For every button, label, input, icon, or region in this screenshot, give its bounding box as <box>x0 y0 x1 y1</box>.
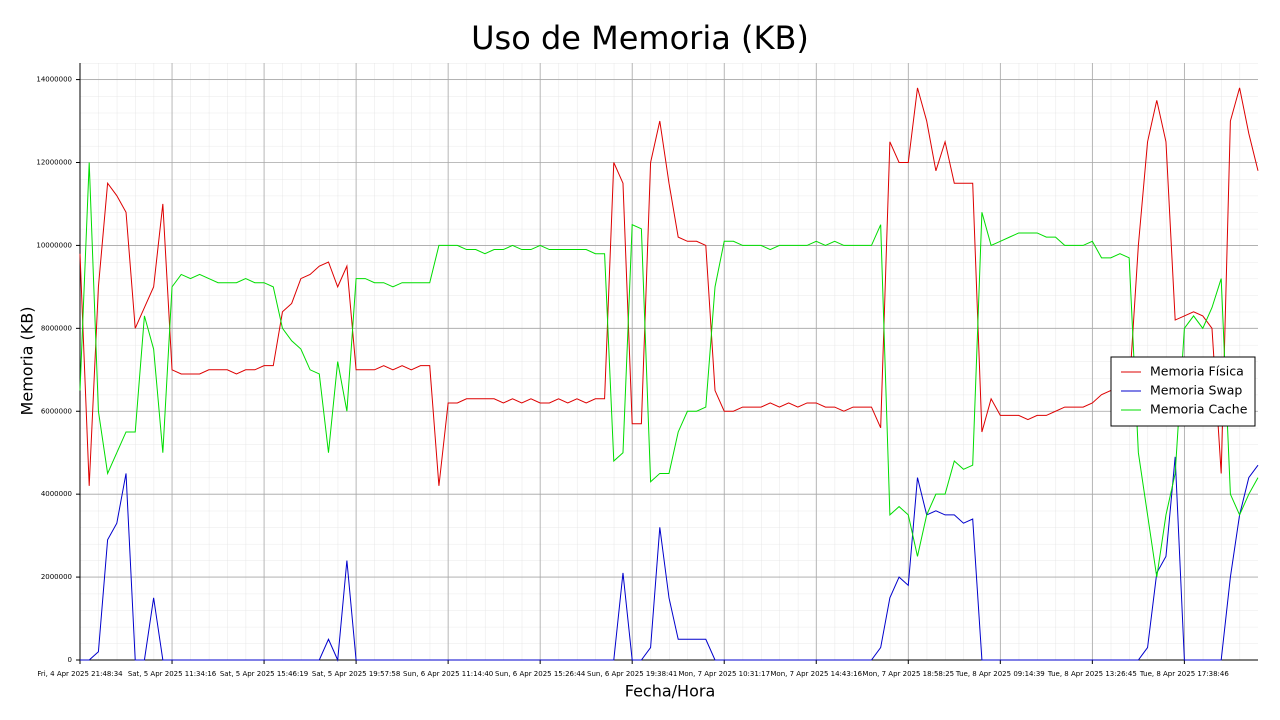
legend-label: Memoria Física <box>1150 364 1244 379</box>
y-tick-label: 12000000 <box>36 159 72 167</box>
x-tick-label: Tue, 8 Apr 2025 17:38:46 <box>1139 670 1229 678</box>
y-tick-label: 8000000 <box>41 324 72 332</box>
x-tick-label: Sun, 6 Apr 2025 19:38:41 <box>587 670 677 678</box>
legend: Memoria Física Memoria Swap Memoria Cache <box>1110 356 1256 427</box>
x-tick-label: Sun, 6 Apr 2025 15:26:44 <box>495 670 586 678</box>
y-tick-label: 0 <box>68 656 72 664</box>
x-tick-label: Tue, 8 Apr 2025 13:26:45 <box>1047 670 1137 678</box>
x-tick-label: Sat, 5 Apr 2025 19:57:58 <box>312 670 400 678</box>
x-tick-label: Sun, 6 Apr 2025 11:14:40 <box>403 670 493 678</box>
y-tick-label: 6000000 <box>41 407 72 415</box>
y-tick-label: 2000000 <box>41 573 72 581</box>
series-line <box>80 456 1259 662</box>
x-tick-label: Sat, 5 Apr 2025 11:34:16 <box>128 670 217 678</box>
x-tick-label: Sat, 5 Apr 2025 15:46:19 <box>220 670 308 678</box>
legend-label: Memoria Cache <box>1150 402 1248 417</box>
legend-label: Memoria Swap <box>1150 383 1242 398</box>
series-line <box>79 87 1259 486</box>
x-tick-label: Mon, 7 Apr 2025 10:31:17 <box>678 670 770 678</box>
minor-grid-area <box>80 63 1258 660</box>
y-tick-label: 4000000 <box>41 490 72 498</box>
x-tick-label: Tue, 8 Apr 2025 09:14:39 <box>955 670 1045 678</box>
y-tick-label: 10000000 <box>36 241 72 249</box>
chart-title: Uso de Memoria (KB) <box>471 19 809 57</box>
series-line <box>79 162 1259 578</box>
y-axis-label: Memoria (KB) <box>18 307 37 416</box>
x-tick-label: Fri, 4 Apr 2025 21:48:34 <box>37 670 123 678</box>
x-axis-label: Fecha/Hora <box>625 682 716 701</box>
x-tick-label: Mon, 7 Apr 2025 18:58:25 <box>862 670 954 678</box>
x-tick-label: Mon, 7 Apr 2025 14:43:16 <box>770 670 862 678</box>
y-tick-label: 14000000 <box>36 76 72 84</box>
